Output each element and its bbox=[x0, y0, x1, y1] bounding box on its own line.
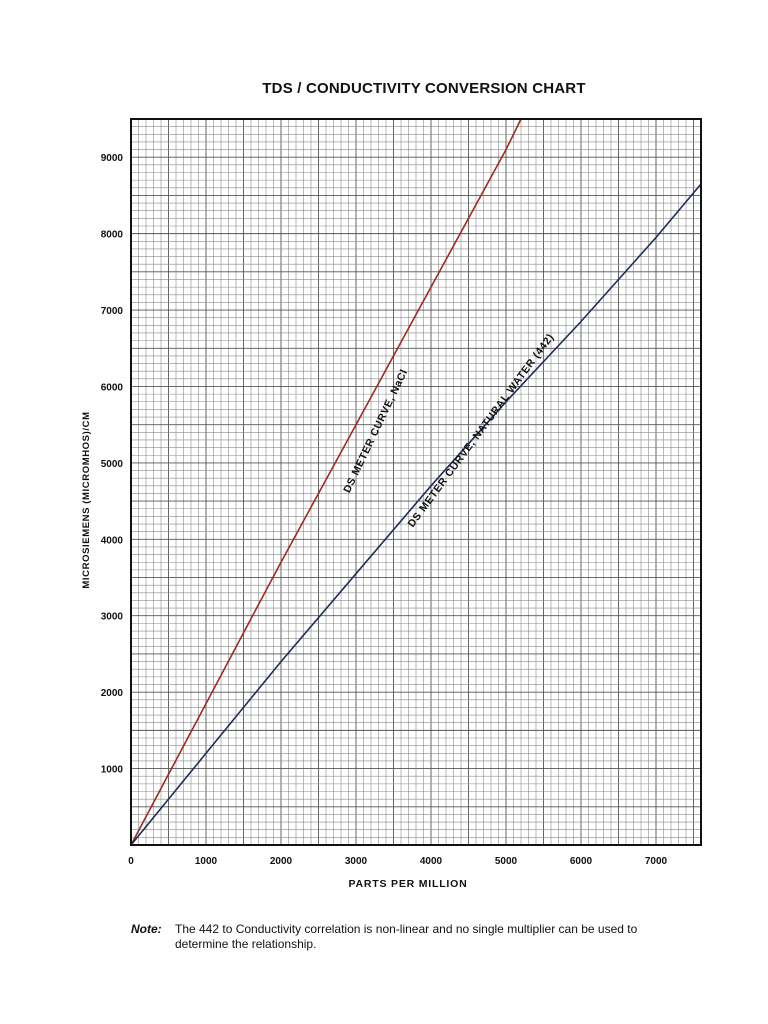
y-tick-label: 4000 bbox=[101, 535, 124, 546]
y-tick-label: 7000 bbox=[101, 306, 124, 317]
x-tick-label: 5000 bbox=[495, 856, 518, 867]
note-text: The 442 to Conductivity correlation is n… bbox=[175, 922, 638, 951]
x-tick-label: 2000 bbox=[270, 856, 293, 867]
y-tick-label: 9000 bbox=[101, 153, 124, 164]
y-tick-label: 8000 bbox=[101, 230, 124, 241]
note-label: Note: bbox=[131, 922, 162, 936]
x-axis-label: PARTS PER MILLION bbox=[349, 878, 468, 890]
y-tick-label: 2000 bbox=[101, 688, 124, 699]
x-tick-label: 3000 bbox=[345, 856, 368, 867]
plot-frame bbox=[130, 118, 702, 846]
x-tick-label: 0 bbox=[128, 856, 134, 867]
x-tick-label: 7000 bbox=[645, 856, 668, 867]
x-tick-label: 6000 bbox=[570, 856, 593, 867]
y-axis-label: MICROSIEMENS (MICROMHOS)/CM bbox=[81, 411, 92, 588]
series-line-1 bbox=[130, 118, 522, 846]
y-tick-label: 5000 bbox=[101, 459, 124, 470]
x-tick-label: 4000 bbox=[420, 856, 443, 867]
x-tick-label: 1000 bbox=[195, 856, 218, 867]
y-tick-label: 1000 bbox=[101, 765, 124, 776]
y-tick-label: 3000 bbox=[101, 612, 124, 623]
y-tick-label: 6000 bbox=[101, 382, 124, 393]
series-line-2 bbox=[130, 183, 702, 846]
chart-title: TDS / CONDUCTIVITY CONVERSION CHART bbox=[262, 80, 586, 97]
grid bbox=[131, 119, 701, 845]
